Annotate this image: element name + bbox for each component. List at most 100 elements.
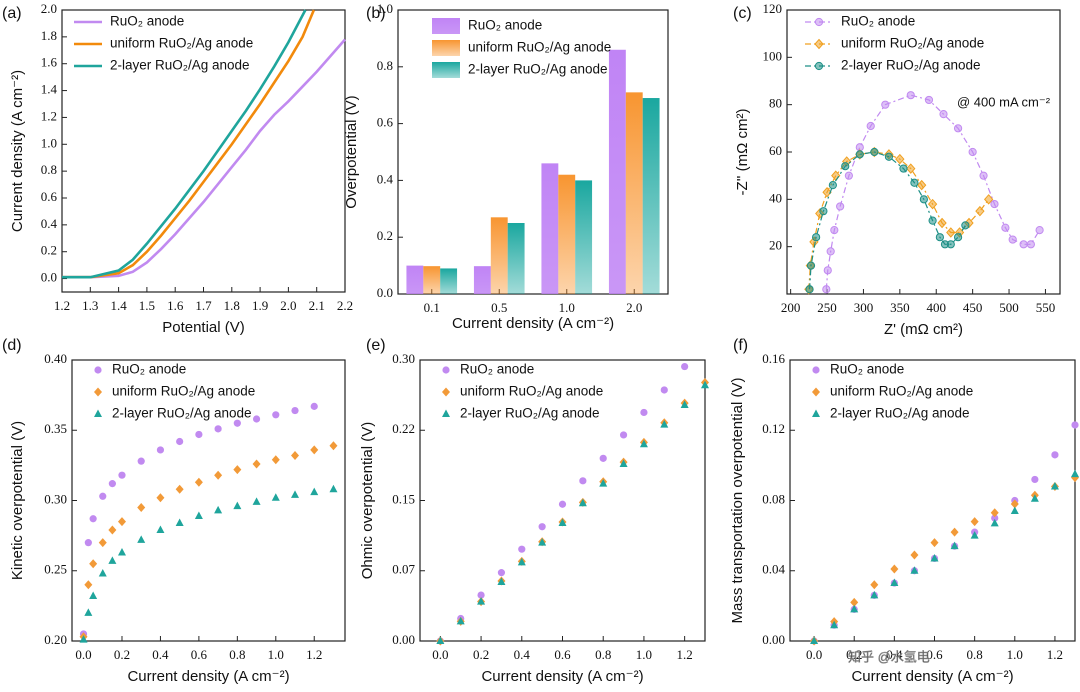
x-tick-label: 0.6 bbox=[926, 647, 943, 662]
legend-swatch bbox=[432, 18, 460, 34]
x-tick-label: 1.2 bbox=[306, 647, 322, 662]
x-tick-label: 0.2 bbox=[114, 647, 130, 662]
marker bbox=[94, 387, 102, 397]
marker bbox=[814, 61, 824, 71]
x-tick-label: 1.6 bbox=[167, 298, 184, 313]
x-tick-label: 1.0 bbox=[268, 647, 284, 662]
marker bbox=[830, 620, 839, 629]
marker bbox=[823, 266, 832, 275]
legend-label: RuO₂ anode bbox=[468, 18, 542, 33]
bar bbox=[423, 266, 441, 294]
bar bbox=[541, 163, 559, 294]
marker bbox=[917, 179, 927, 191]
marker bbox=[1010, 506, 1019, 515]
bar bbox=[642, 98, 660, 294]
marker bbox=[98, 569, 107, 577]
marker bbox=[1026, 240, 1035, 249]
marker bbox=[953, 124, 963, 133]
x-tick-label: 0.4 bbox=[152, 647, 169, 662]
panel-label: (f) bbox=[733, 337, 748, 354]
marker bbox=[477, 597, 486, 605]
marker bbox=[660, 420, 669, 428]
marker bbox=[89, 591, 98, 600]
x-axis-label: Potential (V) bbox=[162, 319, 245, 336]
y-tick-label: 1.4 bbox=[41, 82, 58, 97]
marker bbox=[660, 386, 668, 394]
legend-label: 2-layer RuO₂/Ag anode bbox=[460, 406, 600, 421]
marker bbox=[930, 553, 939, 562]
marker bbox=[906, 163, 916, 174]
legend-label: 2-layer RuO₂/Ag anode bbox=[110, 58, 250, 73]
bar bbox=[490, 217, 508, 294]
x-tick-label: 0.2 bbox=[473, 647, 489, 662]
marker bbox=[881, 100, 890, 109]
marker bbox=[271, 455, 280, 465]
legend-label: uniform RuO₂/Ag anode bbox=[110, 36, 253, 51]
panel-label: (d) bbox=[2, 337, 22, 354]
marker bbox=[94, 409, 102, 417]
marker bbox=[518, 545, 526, 553]
y-tick-label: 0.2 bbox=[377, 228, 393, 243]
x-tick-label: 0.4 bbox=[886, 647, 903, 662]
marker bbox=[118, 471, 126, 479]
marker bbox=[910, 178, 919, 187]
marker bbox=[108, 525, 117, 535]
marker bbox=[805, 285, 814, 294]
y-tick-label: 80 bbox=[769, 96, 782, 111]
y-tick-label: 0.0 bbox=[377, 285, 393, 300]
y-tick-label: 0.8 bbox=[377, 58, 393, 73]
marker bbox=[1071, 469, 1079, 478]
marker bbox=[497, 569, 506, 577]
marker bbox=[329, 484, 338, 493]
plot-frame bbox=[61, 9, 346, 293]
x-tick-label: 1.8 bbox=[224, 298, 240, 313]
x-tick-label: 2.1 bbox=[309, 298, 325, 313]
legend-swatch bbox=[432, 40, 460, 56]
marker bbox=[310, 402, 318, 410]
y-tick-label: 0.30 bbox=[44, 491, 67, 506]
marker bbox=[137, 457, 145, 465]
y-tick-label: 60 bbox=[769, 143, 782, 158]
y-axis-label: Current density (A cm⁻²) bbox=[9, 70, 26, 232]
marker bbox=[812, 366, 820, 374]
legend-label: uniform RuO₂/Ag anode bbox=[112, 384, 255, 399]
marker bbox=[558, 518, 567, 526]
series-line bbox=[62, 9, 316, 279]
marker bbox=[310, 445, 319, 455]
y-tick-label: 0.4 bbox=[41, 216, 58, 231]
x-tick-label: 0.6 bbox=[191, 647, 208, 662]
y-tick-label: 0.04 bbox=[762, 562, 785, 577]
marker bbox=[310, 487, 319, 496]
y-tick-label: 0.4 bbox=[377, 171, 394, 186]
bar bbox=[625, 92, 643, 294]
marker bbox=[137, 503, 146, 513]
marker bbox=[850, 604, 859, 613]
marker bbox=[950, 541, 959, 550]
x-axis-label: Current density (A cm⁻²) bbox=[481, 668, 643, 685]
marker bbox=[558, 500, 567, 508]
marker bbox=[252, 497, 261, 505]
marker bbox=[156, 525, 165, 534]
y-tick-label: 0.07 bbox=[392, 562, 415, 577]
marker bbox=[619, 431, 628, 439]
marker bbox=[830, 226, 839, 235]
bar bbox=[507, 223, 525, 294]
bar bbox=[558, 174, 576, 294]
x-tick-label: 2.0 bbox=[280, 298, 296, 313]
y-axis-label: -Z'' (mΩ cm²) bbox=[734, 109, 751, 196]
y-tick-label: 0.8 bbox=[41, 162, 57, 177]
y-tick-label: 0.6 bbox=[377, 115, 394, 130]
marker bbox=[1030, 494, 1039, 502]
marker bbox=[214, 425, 222, 433]
marker bbox=[517, 557, 526, 566]
x-tick-label: 2.2 bbox=[337, 298, 353, 313]
marker bbox=[619, 459, 628, 467]
annotation: @ 400 mA cm⁻² bbox=[957, 94, 1051, 109]
x-tick-label: 1.4 bbox=[110, 298, 127, 313]
marker bbox=[806, 261, 816, 270]
x-tick-label: 1.2 bbox=[677, 647, 693, 662]
marker bbox=[137, 535, 146, 543]
x-tick-label: 300 bbox=[854, 300, 874, 315]
marker bbox=[156, 446, 165, 454]
marker bbox=[890, 578, 899, 587]
